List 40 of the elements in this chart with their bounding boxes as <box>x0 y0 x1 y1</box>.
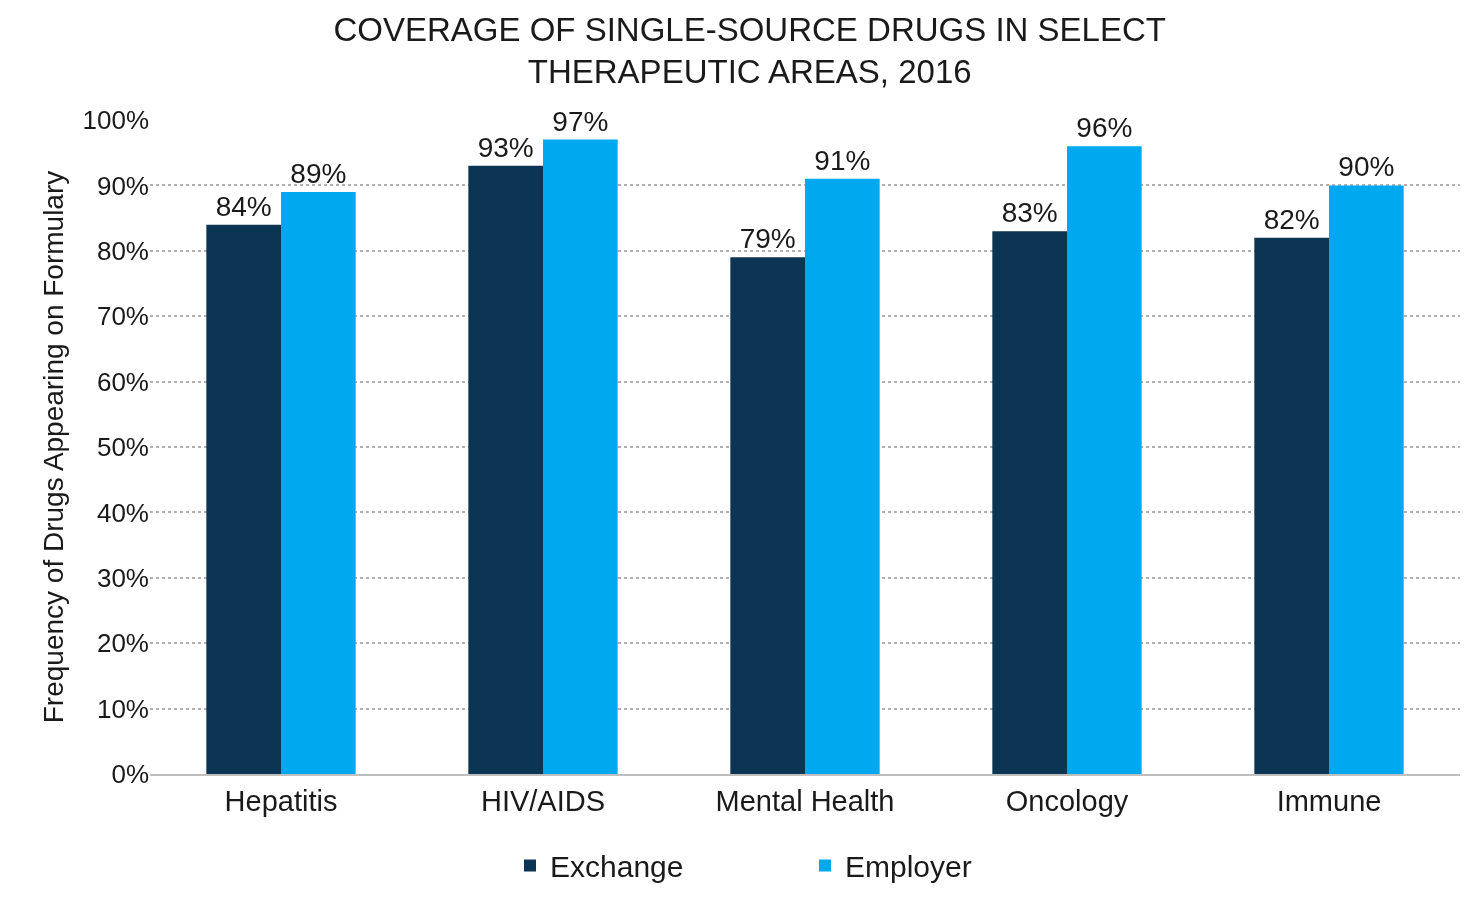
bar <box>281 191 356 774</box>
data-label: 79% <box>739 223 796 255</box>
y-tick-label: 40% <box>96 497 149 528</box>
y-tick-label: 10% <box>96 693 149 724</box>
data-label: 82% <box>1263 203 1320 235</box>
data-label: 89% <box>290 157 347 189</box>
bar <box>468 165 543 774</box>
bar <box>1329 185 1404 774</box>
data-label: 93% <box>477 131 534 163</box>
x-tick-label: Hepatitis <box>224 784 338 817</box>
x-tick-label: HIV/AIDS <box>480 784 606 817</box>
y-tick-label: 60% <box>96 366 149 397</box>
bar <box>1254 237 1329 774</box>
bar <box>1067 146 1142 774</box>
legend-label: Exchange <box>550 850 684 884</box>
bar <box>206 224 281 774</box>
bar <box>730 257 805 774</box>
x-tick-label: Immune <box>1276 784 1382 817</box>
y-tick-label: 30% <box>96 562 149 593</box>
bar <box>543 139 618 774</box>
x-tick-label: Mental Health <box>715 784 895 817</box>
y-tick-label: 70% <box>96 301 149 332</box>
y-tick-label: 100% <box>82 105 149 136</box>
bar <box>805 178 880 774</box>
data-label: 90% <box>1338 151 1395 183</box>
y-tick-label: 20% <box>96 628 149 659</box>
data-label: 96% <box>1076 112 1133 144</box>
x-tick-label: Oncology <box>1005 784 1129 817</box>
y-tick-label: 0% <box>111 759 149 790</box>
chart-title: COVERAGE OF SINGLE-SOURCE DRUGS IN SELECT THERAPEUTIC AREAS, 2016 <box>333 10 1166 91</box>
data-label: 91% <box>814 144 871 176</box>
data-label: 97% <box>552 105 609 137</box>
data-label: 84% <box>215 190 272 222</box>
y-tick-label: 80% <box>96 235 149 266</box>
y-axis-title: Frequency of Drugs Appearing on Formulary <box>38 170 70 724</box>
data-label: 83% <box>1001 197 1058 229</box>
y-tick-label: 90% <box>96 170 149 201</box>
legend-label: Employer <box>845 850 972 884</box>
y-tick-label: 50% <box>96 432 149 463</box>
bar <box>992 231 1067 774</box>
